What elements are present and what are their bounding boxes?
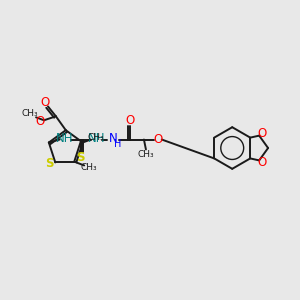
Text: CH₃: CH₃	[22, 109, 38, 118]
Text: O: O	[257, 156, 267, 169]
Text: CH₃: CH₃	[87, 133, 104, 142]
Text: O: O	[153, 133, 162, 146]
Text: O: O	[257, 127, 267, 140]
Text: NH: NH	[88, 132, 105, 145]
Text: NH: NH	[56, 132, 74, 145]
Text: N: N	[109, 132, 118, 145]
Text: CH₃: CH₃	[138, 150, 154, 159]
Text: O: O	[125, 114, 135, 127]
Text: S: S	[45, 157, 54, 170]
Text: CH₃: CH₃	[81, 163, 98, 172]
Text: O: O	[40, 96, 50, 109]
Text: O: O	[35, 115, 45, 128]
Text: H: H	[115, 140, 122, 149]
Text: S: S	[76, 151, 85, 164]
